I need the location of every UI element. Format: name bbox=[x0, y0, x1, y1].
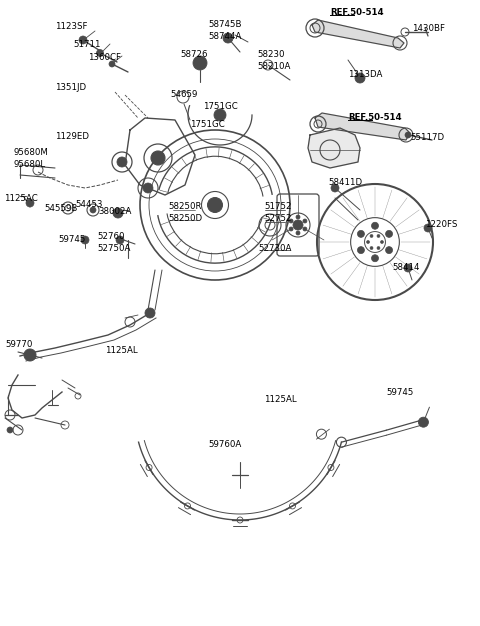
Text: 52760: 52760 bbox=[97, 232, 124, 241]
Circle shape bbox=[214, 109, 226, 121]
Circle shape bbox=[424, 224, 432, 232]
Text: 59770: 59770 bbox=[5, 340, 32, 349]
Circle shape bbox=[404, 264, 412, 272]
Text: 54453: 54453 bbox=[75, 200, 103, 209]
Text: 1125AL: 1125AL bbox=[105, 346, 138, 355]
Circle shape bbox=[405, 132, 411, 138]
Text: 95680M: 95680M bbox=[14, 148, 49, 157]
Text: 59745: 59745 bbox=[386, 388, 413, 397]
Circle shape bbox=[151, 151, 165, 165]
Text: 54559B: 54559B bbox=[44, 204, 77, 213]
Text: 52730A: 52730A bbox=[258, 244, 291, 253]
Circle shape bbox=[296, 215, 300, 219]
Circle shape bbox=[377, 235, 380, 237]
Circle shape bbox=[24, 349, 36, 361]
Text: 51752: 51752 bbox=[264, 202, 291, 211]
Circle shape bbox=[296, 231, 300, 235]
Circle shape bbox=[370, 235, 373, 237]
Text: 59760A: 59760A bbox=[208, 440, 241, 449]
Circle shape bbox=[355, 73, 365, 83]
Circle shape bbox=[26, 199, 34, 207]
Text: 1751GC: 1751GC bbox=[190, 120, 225, 129]
Circle shape bbox=[79, 36, 87, 44]
Text: 59745: 59745 bbox=[58, 235, 85, 244]
Polygon shape bbox=[312, 20, 404, 48]
Circle shape bbox=[293, 220, 303, 230]
Text: 1313DA: 1313DA bbox=[348, 70, 383, 79]
Text: 58230: 58230 bbox=[257, 50, 285, 59]
Text: 55117D: 55117D bbox=[410, 133, 444, 142]
Circle shape bbox=[193, 56, 207, 70]
Circle shape bbox=[419, 417, 429, 427]
Text: 1220FS: 1220FS bbox=[425, 220, 457, 229]
Circle shape bbox=[381, 240, 384, 244]
Text: 1751GC: 1751GC bbox=[203, 102, 238, 111]
Text: 58210A: 58210A bbox=[257, 62, 290, 71]
Text: 58726: 58726 bbox=[180, 50, 207, 59]
Text: 58744A: 58744A bbox=[208, 32, 241, 41]
Circle shape bbox=[372, 255, 379, 262]
Circle shape bbox=[377, 247, 380, 250]
Circle shape bbox=[223, 33, 233, 43]
Circle shape bbox=[358, 247, 364, 254]
Polygon shape bbox=[308, 128, 360, 168]
Text: 95680L: 95680L bbox=[14, 160, 46, 169]
Text: 58250D: 58250D bbox=[168, 214, 202, 223]
Text: 58414: 58414 bbox=[392, 263, 420, 272]
Text: 54659: 54659 bbox=[170, 90, 197, 99]
Circle shape bbox=[90, 207, 96, 213]
Circle shape bbox=[303, 219, 307, 223]
Circle shape bbox=[385, 247, 393, 254]
Text: 58745B: 58745B bbox=[208, 20, 241, 29]
Circle shape bbox=[113, 208, 123, 218]
Circle shape bbox=[370, 247, 373, 250]
Circle shape bbox=[358, 230, 364, 237]
Polygon shape bbox=[315, 113, 410, 140]
Circle shape bbox=[117, 157, 127, 167]
Text: 1430BF: 1430BF bbox=[412, 24, 445, 33]
Text: 1125AL: 1125AL bbox=[264, 395, 297, 404]
Text: 1351JD: 1351JD bbox=[55, 83, 86, 92]
Circle shape bbox=[385, 230, 393, 237]
Circle shape bbox=[81, 236, 89, 244]
Circle shape bbox=[7, 427, 13, 433]
Circle shape bbox=[367, 240, 370, 244]
Circle shape bbox=[145, 308, 155, 318]
Text: 58411D: 58411D bbox=[328, 178, 362, 187]
Text: REF.50-514: REF.50-514 bbox=[348, 113, 402, 122]
Text: 1129ED: 1129ED bbox=[55, 132, 89, 141]
Circle shape bbox=[207, 197, 223, 212]
Circle shape bbox=[303, 227, 307, 231]
Text: 51711: 51711 bbox=[73, 40, 100, 49]
Text: 1360CF: 1360CF bbox=[88, 53, 121, 62]
Circle shape bbox=[143, 183, 153, 193]
Circle shape bbox=[372, 222, 379, 229]
Text: 52752: 52752 bbox=[264, 214, 291, 223]
Text: 1125AC: 1125AC bbox=[4, 194, 38, 203]
Circle shape bbox=[116, 236, 124, 244]
Text: 38002A: 38002A bbox=[98, 207, 132, 216]
Text: 52750A: 52750A bbox=[97, 244, 131, 253]
Circle shape bbox=[96, 49, 104, 56]
Circle shape bbox=[331, 184, 339, 192]
Circle shape bbox=[289, 227, 293, 231]
Circle shape bbox=[289, 219, 293, 223]
Text: 1123SF: 1123SF bbox=[55, 22, 87, 31]
Circle shape bbox=[109, 61, 115, 67]
Text: REF.50-514: REF.50-514 bbox=[330, 8, 384, 17]
Text: 58250R: 58250R bbox=[168, 202, 202, 211]
